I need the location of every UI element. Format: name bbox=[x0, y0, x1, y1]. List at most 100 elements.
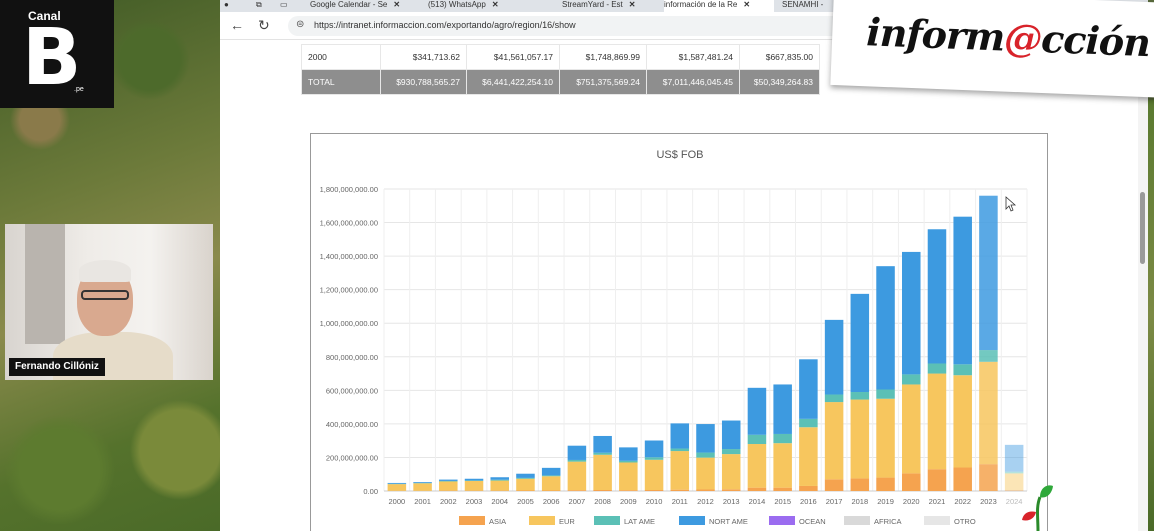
close-icon[interactable]: ✕ bbox=[393, 0, 401, 9]
chart-card: US$ FOB 0.00 200,000,000.00 400,000,000.00… bbox=[310, 133, 1048, 531]
close-icon[interactable]: ✕ bbox=[743, 0, 751, 9]
bar-segment-asia bbox=[644, 489, 664, 491]
tab-actions-icon[interactable]: ▭ bbox=[280, 0, 288, 9]
bar-segment-nort-ame bbox=[1004, 444, 1024, 472]
bar-segment-nort-ame bbox=[721, 420, 741, 450]
bar-segment-lat-ame bbox=[516, 477, 535, 479]
profile-icon[interactable]: ● bbox=[224, 0, 229, 9]
back-arrow-icon[interactable]: ← bbox=[230, 17, 244, 33]
x-tick-label: 2020 bbox=[903, 497, 920, 506]
y-tick-label: 1,200,000,000.00 bbox=[320, 286, 378, 295]
bar-segment-lat-ame bbox=[644, 457, 664, 460]
bar-segment-nort-ame bbox=[773, 384, 792, 434]
legend-swatch bbox=[924, 516, 950, 525]
x-tick-label: 2004 bbox=[491, 497, 508, 506]
bar-segment-nort-ame bbox=[670, 423, 690, 449]
scrollbar-thumb[interactable] bbox=[1140, 192, 1145, 264]
legend-swatch bbox=[679, 516, 705, 525]
bar-segment-lat-ame bbox=[721, 449, 741, 455]
tab-whatsapp[interactable]: (513) WhatsApp ✕ bbox=[428, 0, 499, 9]
webcam-window-frame bbox=[25, 224, 65, 344]
x-tick-label: 2003 bbox=[466, 497, 483, 506]
close-icon[interactable]: ✕ bbox=[491, 0, 499, 9]
bar-segment-nort-ame bbox=[567, 445, 587, 460]
bar-segment-nort-ame bbox=[439, 479, 458, 481]
table-cell: $751,375,569.24 bbox=[559, 69, 647, 95]
bar-segment-nort-ame bbox=[619, 447, 638, 461]
table-cell: $930,788,565.27 bbox=[380, 69, 467, 95]
bar-segment-eur bbox=[721, 454, 741, 490]
bar-segment-eur bbox=[567, 461, 587, 491]
table-cell: $1,748,869.99 bbox=[559, 44, 647, 70]
bar-segment-lat-ame bbox=[773, 433, 792, 444]
x-tick-label: 2001 bbox=[414, 497, 431, 506]
url-field[interactable]: ⊜ https://intranet.informaccion.com/expo… bbox=[288, 16, 848, 36]
bar-segment-nort-ame bbox=[696, 424, 715, 453]
x-tick-label: 2014 bbox=[749, 497, 766, 506]
x-tick-label: 2002 bbox=[440, 497, 457, 506]
tab-informacion[interactable]: información de la Re ✕ bbox=[664, 0, 774, 12]
x-tick-label: 2006 bbox=[543, 497, 560, 506]
legend-swatch bbox=[529, 516, 555, 525]
channel-logo-letter: B bbox=[22, 13, 82, 103]
presenter-hair bbox=[79, 260, 131, 282]
close-icon[interactable]: ✕ bbox=[628, 0, 636, 9]
x-tick-label: 2017 bbox=[826, 497, 843, 506]
bar-segment-nort-ame bbox=[541, 467, 561, 476]
bar-segment-lat-ame bbox=[876, 389, 895, 399]
bar-segment-eur bbox=[1004, 473, 1024, 491]
brand-logo: inform@cción bbox=[865, 9, 1151, 66]
workspaces-icon[interactable]: ⧉ bbox=[256, 0, 262, 9]
table-row-total: TOTAL $930,788,565.27 $6,441,422,254.10 … bbox=[301, 69, 820, 95]
x-tick-label: 2009 bbox=[620, 497, 637, 506]
bar-segment-lat-ame bbox=[439, 480, 458, 482]
table-cell: $1,587,481.24 bbox=[646, 44, 740, 70]
y-tick-label: 600,000,000.00 bbox=[326, 386, 378, 395]
x-tick-label: 2024 bbox=[1006, 497, 1023, 506]
bar-segment-lat-ame bbox=[541, 475, 561, 477]
mouse-cursor-icon bbox=[1005, 196, 1017, 212]
site-info-icon[interactable]: ⊜ bbox=[296, 19, 305, 30]
bar-segment-eur bbox=[927, 373, 947, 470]
y-tick-label: 800,000,000.00 bbox=[326, 353, 378, 362]
bar-segment-lat-ame bbox=[593, 452, 612, 455]
bar-segment-asia bbox=[902, 473, 921, 491]
bar-segment-nort-ame bbox=[850, 293, 870, 393]
table-cell: $667,835.00 bbox=[739, 44, 820, 70]
tab-senamhi[interactable]: SENAMHI - bbox=[782, 0, 824, 9]
bar-segment-nort-ame bbox=[876, 266, 895, 390]
bar-segment-asia bbox=[799, 485, 818, 491]
bar-segment-eur bbox=[670, 451, 690, 490]
bar-segment-asia bbox=[824, 479, 844, 491]
legend-label: OCEAN bbox=[799, 517, 826, 526]
bar-segment-eur bbox=[413, 483, 432, 491]
tab-google-calendar[interactable]: Google Calendar - Se ✕ bbox=[310, 0, 401, 9]
bar-segment-asia bbox=[1004, 490, 1024, 491]
legend-label: NORT AME bbox=[709, 517, 748, 526]
bar-segment-lat-ame bbox=[490, 479, 509, 481]
bar-segment-asia bbox=[953, 467, 972, 491]
x-tick-label: 2021 bbox=[929, 497, 946, 506]
bar-segment-lat-ame bbox=[567, 459, 587, 462]
bar-segment-asia bbox=[773, 487, 792, 491]
bar-segment-lat-ame bbox=[799, 418, 818, 428]
bar-segment-asia bbox=[747, 487, 767, 491]
tab-streamyard[interactable]: StreamYard - Est ✕ bbox=[562, 0, 636, 9]
table-row: 2000 $341,713.62 $41,561,057.17 $1,748,8… bbox=[301, 44, 820, 70]
browser-window: ● ⧉ ▭ Google Calendar - Se ✕ (513) WhatsA… bbox=[220, 0, 1148, 531]
bar-segment-asia bbox=[721, 489, 741, 491]
bar-segment-lat-ame bbox=[464, 480, 484, 481]
page-scrollbar[interactable] bbox=[1138, 40, 1148, 531]
bar-segment-asia bbox=[593, 489, 612, 491]
bar-segment-lat-ame bbox=[953, 364, 972, 376]
reload-icon[interactable]: ↻ bbox=[258, 17, 270, 33]
bar-segment-nort-ame bbox=[490, 477, 509, 480]
bar-segment-lat-ame bbox=[696, 452, 715, 458]
bar-segment-eur bbox=[619, 462, 638, 491]
presenter-name: Fernando Cillóniz bbox=[9, 358, 105, 376]
bar-segment-nort-ame bbox=[824, 319, 844, 395]
bar-segment-asia bbox=[567, 490, 587, 491]
bar-segment-lat-ame bbox=[824, 394, 844, 403]
x-tick-label: 2005 bbox=[517, 497, 534, 506]
bar-segment-eur bbox=[979, 361, 998, 465]
